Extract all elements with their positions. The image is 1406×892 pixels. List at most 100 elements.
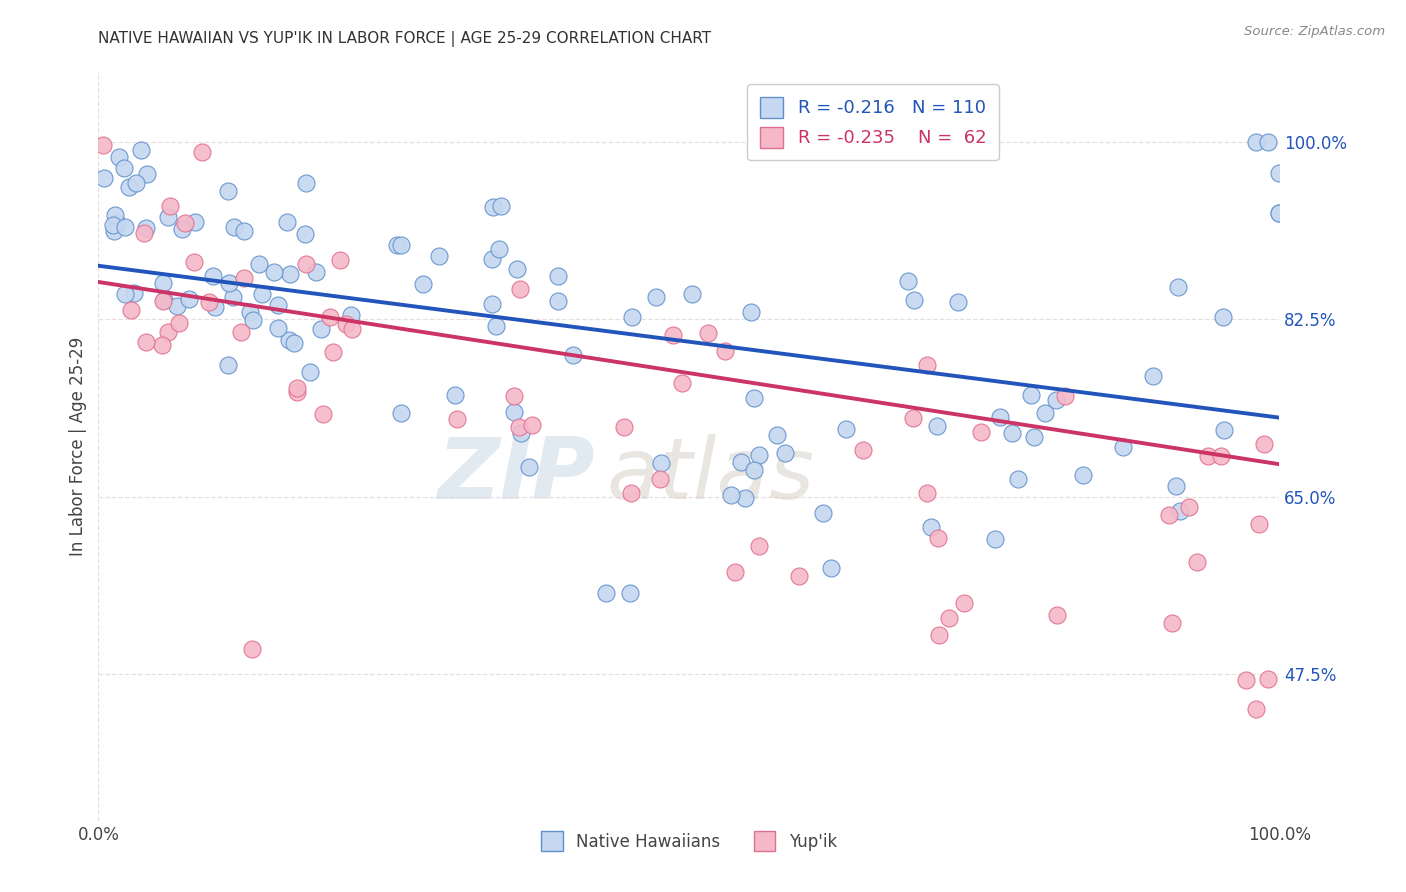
Point (1209, 450, 1232, 464)
Point (304, 265, 326, 279)
Point (318, 310, 340, 324)
Point (108, 150, 131, 164)
Point (217, 184, 239, 198)
Point (335, 317, 357, 331)
Point (946, 294, 969, 309)
Point (742, 392, 765, 406)
Point (1234, 673, 1257, 687)
Point (744, 463, 766, 477)
Point (202, 268, 225, 283)
Point (169, 316, 191, 330)
Point (177, 292, 200, 306)
Point (835, 422, 858, 436)
Point (730, 455, 752, 469)
Point (1168, 504, 1191, 518)
Point (1212, 310, 1234, 325)
Point (443, 388, 465, 402)
Point (1244, 702, 1267, 716)
Point (503, 388, 526, 402)
Point (198, 295, 221, 310)
Point (152, 276, 174, 290)
Point (681, 287, 703, 301)
Point (595, 586, 617, 600)
Y-axis label: In Labor Force | Age 25-29: In Labor Force | Age 25-29 (69, 336, 87, 556)
Point (107, 216, 129, 230)
Point (294, 227, 316, 241)
Point (1024, 430, 1046, 444)
Point (773, 446, 796, 460)
Point (166, 299, 188, 313)
Point (114, 219, 136, 234)
Point (1268, 206, 1291, 220)
Text: NATIVE HAWAIIAN VS YUP'IK IN LABOR FORCE | AGE 25-29 CORRELATION CHART: NATIVE HAWAIIAN VS YUP'IK IN LABOR FORCE… (98, 31, 711, 47)
Point (671, 376, 693, 390)
Point (724, 565, 747, 579)
Point (953, 596, 976, 610)
Point (697, 326, 720, 340)
Point (135, 167, 157, 181)
Point (132, 226, 155, 240)
Point (928, 628, 950, 642)
Point (156, 210, 179, 224)
Point (1112, 440, 1135, 454)
Point (157, 325, 180, 339)
Point (118, 180, 141, 194)
Point (135, 221, 157, 235)
Point (114, 286, 136, 301)
Point (1045, 392, 1067, 407)
Point (204, 300, 226, 314)
Point (1046, 607, 1069, 622)
Point (389, 237, 412, 252)
Point (820, 560, 842, 574)
Point (340, 322, 363, 336)
Point (1001, 426, 1024, 441)
Point (561, 348, 583, 362)
Point (482, 200, 505, 214)
Point (283, 335, 305, 350)
Point (1167, 280, 1189, 294)
Point (748, 539, 770, 553)
Point (481, 297, 503, 311)
Point (129, 144, 152, 158)
Point (984, 532, 1007, 546)
Point (1253, 437, 1275, 451)
Point (120, 303, 142, 318)
Point (613, 420, 636, 434)
Point (645, 290, 668, 304)
Point (150, 337, 173, 351)
Point (159, 199, 181, 213)
Point (938, 611, 960, 625)
Point (174, 216, 197, 230)
Point (1071, 467, 1094, 482)
Point (915, 486, 938, 500)
Point (222, 290, 245, 304)
Point (152, 293, 174, 308)
Point (266, 321, 288, 335)
Point (787, 569, 810, 583)
Point (232, 224, 254, 238)
Point (920, 520, 942, 534)
Point (172, 221, 194, 235)
Point (1197, 449, 1219, 463)
Point (242, 312, 264, 326)
Point (927, 419, 949, 434)
Point (1142, 369, 1164, 384)
Point (740, 305, 762, 319)
Point (101, 218, 124, 232)
Point (299, 365, 322, 379)
Point (714, 343, 737, 358)
Point (309, 322, 332, 336)
Point (662, 327, 685, 342)
Point (295, 257, 318, 271)
Point (813, 506, 835, 520)
Point (276, 215, 298, 229)
Point (1185, 555, 1208, 569)
Point (312, 407, 335, 421)
Point (1007, 472, 1029, 486)
Point (510, 425, 533, 440)
Point (650, 456, 672, 470)
Point (509, 283, 531, 297)
Point (915, 358, 938, 372)
Point (503, 404, 526, 418)
Point (517, 460, 540, 475)
